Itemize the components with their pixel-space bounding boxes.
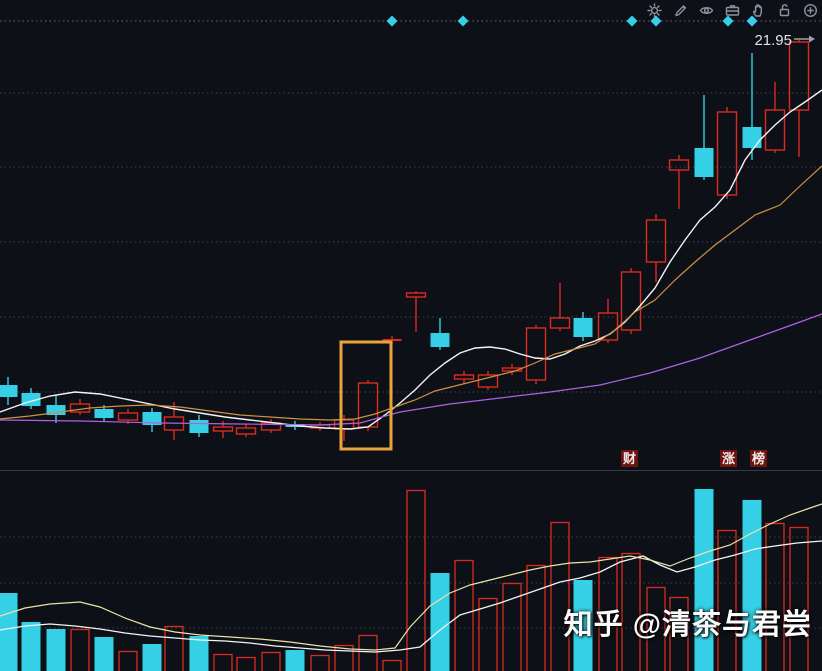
- zoom-in-plus-icon[interactable]: [802, 2, 819, 19]
- candle-up: [549, 283, 571, 331]
- volume-bar-up: [526, 564, 546, 671]
- candle-down: [21, 388, 41, 409]
- pane-divider: [0, 470, 822, 471]
- chart-toolbar: [646, 2, 819, 19]
- volume-bar-up: [406, 489, 426, 671]
- candle-down: [0, 377, 18, 405]
- volume-bar-down: [46, 629, 66, 671]
- event-diamond-marker[interactable]: [457, 15, 469, 27]
- candle-down: [189, 415, 209, 437]
- volume-bar-up: [358, 634, 378, 671]
- volume-bar-up: [502, 582, 522, 671]
- volume-bar-up: [118, 650, 138, 671]
- event-diamond-marker[interactable]: [626, 15, 638, 27]
- pan-hand-icon[interactable]: [750, 2, 767, 19]
- ma-line-purple: [0, 313, 822, 426]
- candle-up: [716, 107, 738, 199]
- volume-bar-up: [454, 559, 474, 671]
- candle-down: [573, 312, 593, 341]
- volume-bar-up: [717, 529, 737, 671]
- volume-bar-down: [694, 489, 714, 671]
- candle-up: [788, 40, 810, 157]
- candle-up: [69, 399, 91, 415]
- volume-bar-up: [334, 644, 354, 671]
- volume-bar-up: [646, 586, 666, 671]
- unlock-icon[interactable]: [776, 2, 793, 19]
- candle-up: [668, 155, 690, 209]
- volume-bar-down: [21, 622, 41, 671]
- visibility-eye-icon[interactable]: [698, 2, 715, 19]
- event-diamond-marker[interactable]: [722, 15, 734, 27]
- draw-pen-icon[interactable]: [672, 2, 689, 19]
- volume-bar-down: [189, 636, 209, 671]
- volume-bar-up: [478, 597, 498, 671]
- vol-ma-yellow: [0, 503, 822, 651]
- volume-bar-down: [742, 500, 762, 671]
- volume-bar-down: [0, 593, 18, 671]
- vol-ma-white: [0, 540, 822, 653]
- candle-up: [597, 299, 619, 343]
- breakout-highlight-box: [339, 340, 393, 451]
- settings-gear-icon[interactable]: [646, 2, 663, 19]
- candle-up: [525, 325, 547, 384]
- volume-bar-up: [213, 653, 233, 671]
- volume-bar-down: [430, 573, 450, 671]
- volume-bar-down: [573, 580, 593, 671]
- candle-up: [477, 371, 499, 390]
- candle-down: [430, 318, 450, 350]
- candle-up: [405, 291, 427, 332]
- volume-bar-up: [236, 656, 256, 671]
- candle-down: [46, 395, 66, 423]
- volume-pane[interactable]: [0, 471, 822, 671]
- volume-bar-up: [70, 628, 90, 671]
- volume-bar-up: [310, 654, 330, 671]
- price-arrow-head: [809, 35, 815, 43]
- ma-line-white: [0, 89, 822, 430]
- candles-layer: [0, 40, 810, 441]
- volume-bars-layer: [0, 489, 809, 671]
- volume-bar-down: [285, 650, 305, 671]
- candle-up: [764, 82, 786, 153]
- candle-up: [357, 380, 379, 431]
- candle-down: [742, 53, 762, 160]
- latest-price-label: 21.95: [754, 32, 792, 49]
- candle-up: [235, 424, 257, 437]
- volume-bar-up: [382, 659, 402, 671]
- main-price-pane[interactable]: 21.95: [0, 0, 822, 471]
- toolbox-icon[interactable]: [724, 2, 741, 19]
- volume-bar-up: [164, 625, 184, 671]
- volume-bar-up: [550, 521, 570, 671]
- candle-down: [694, 95, 714, 180]
- volume-bar-up: [789, 526, 809, 671]
- volume-bar-down: [142, 644, 162, 671]
- event-diamond-marker[interactable]: [746, 15, 758, 27]
- volume-bar-up: [621, 552, 641, 671]
- candle-down: [142, 408, 162, 432]
- candle-up: [645, 214, 667, 282]
- event-diamond-marker[interactable]: [386, 15, 398, 27]
- volume-bar-down: [94, 637, 114, 671]
- zhihu-watermark: 知乎 @清茶与君尝: [563, 609, 812, 641]
- volume-bar-up: [669, 596, 689, 671]
- candle-up: [620, 268, 642, 334]
- volume-bar-up: [261, 651, 281, 671]
- volume-bar-up: [765, 522, 785, 671]
- ma-line-orange: [0, 165, 822, 421]
- event-diamond-marker[interactable]: [650, 15, 662, 27]
- volume-bar-up: [598, 556, 618, 671]
